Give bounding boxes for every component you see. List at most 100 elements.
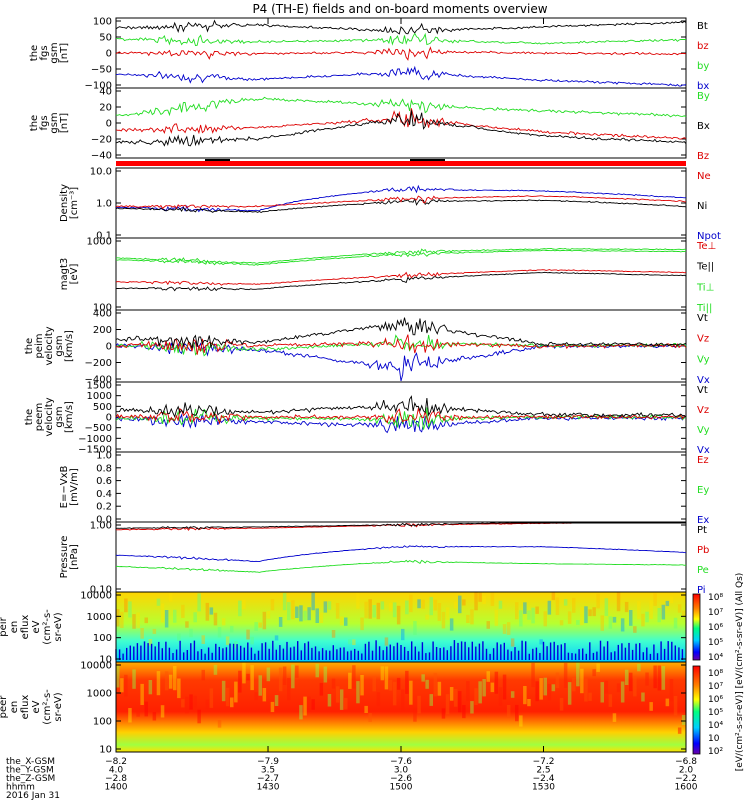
y-tick-label: 1.0 bbox=[96, 199, 112, 210]
series-bz bbox=[116, 48, 686, 60]
x-tick-label: 1600 bbox=[675, 783, 698, 793]
y-tick-label: −500 bbox=[85, 423, 112, 434]
y-tick-label: 1000 bbox=[87, 391, 112, 402]
series-vz bbox=[116, 335, 686, 355]
y-tick-label: 0.8 bbox=[96, 463, 112, 474]
panel-frame bbox=[116, 88, 686, 158]
y-tick-label: −20 bbox=[91, 135, 112, 146]
x-tick-label: 1500 bbox=[390, 783, 413, 793]
y-tick-label: 0 bbox=[106, 119, 112, 130]
series-pb bbox=[116, 523, 686, 530]
colorbar-tick: 10⁸ bbox=[708, 593, 723, 603]
y-axis-label-temperature: magt3[eV] bbox=[59, 258, 80, 291]
panel-peim-velocity: 400 200 0 −200 −400 thepeimvelocitygsm[km/s] V… bbox=[24, 309, 710, 387]
y-axis-label-peer-spec: thepeerenefluxeV(cm²-s-sr-eV) bbox=[0, 689, 64, 725]
y-tick-label: 0 bbox=[106, 49, 112, 60]
y-tick-label: −1000 bbox=[78, 434, 112, 445]
series-te bbox=[116, 272, 686, 290]
colorbar-tick: 10⁶ bbox=[708, 695, 723, 705]
legend-vt: Vt bbox=[697, 313, 708, 324]
x-tick-label: 1530 bbox=[532, 783, 555, 793]
panel-efield: 1.00.8 0.6 0.4 0.2 0.0 E=−VxB[mV/m] Ez Ey Ex bbox=[59, 451, 709, 527]
y-tick-label: 1000 bbox=[87, 237, 112, 248]
y-tick-label: 500 bbox=[93, 402, 112, 413]
y-tick-label: 20 bbox=[99, 103, 112, 114]
panel-peer-spec: 10000 1000 100 10 thepeerenefluxeV(cm²-s-sr-… bbox=[0, 661, 686, 756]
y-tick-label: −40 bbox=[91, 151, 112, 162]
legend-ti: Ti⊥ bbox=[696, 282, 714, 293]
y-axis-label-fgs-gsm: thefgsgsm[nT] bbox=[29, 42, 70, 63]
y-tick-label: 50 bbox=[99, 33, 112, 44]
y-tick-label: 100 bbox=[93, 17, 112, 28]
y-tick-label: 0 bbox=[106, 413, 112, 424]
colorbar-tick: 10⁸ bbox=[708, 669, 723, 679]
y-tick-label: 10000 bbox=[80, 661, 112, 672]
colorbar-peir bbox=[693, 594, 700, 660]
y-tick-label: 100 bbox=[93, 633, 112, 644]
legend-vy: Vy bbox=[697, 354, 710, 365]
legend-vy: Vy bbox=[697, 425, 710, 436]
panel-peem-velocity: 150010005000−500−1000−1500thepeemvelocit… bbox=[24, 381, 710, 457]
y-tick-label: −50 bbox=[91, 65, 112, 76]
y-tick-label: 1000 bbox=[87, 689, 112, 700]
y-tick-label: 0.6 bbox=[96, 476, 112, 487]
legend-pe: Pe bbox=[697, 565, 709, 576]
y-axis-label-peim-velocity: thepeimvelocitygsm[km/s] bbox=[24, 326, 75, 365]
y-tick-label: 10000 bbox=[80, 591, 112, 602]
legend-ey: Ey bbox=[697, 485, 709, 496]
panel-pressure: 1.000.10Pressure[nPa]PtPbPePi bbox=[59, 521, 709, 597]
y-tick-label: 0 bbox=[106, 342, 112, 353]
series-npot bbox=[116, 186, 686, 211]
y-tick-label: 10 bbox=[99, 745, 112, 756]
panels: 100500−50−100thefgsgsm[nT]Btbzbybx40200−… bbox=[0, 17, 721, 756]
colorbar-label: [eV/(cm²-s-sr-eV)] [eV/(cm²-s-sr-eV)] (A… bbox=[735, 573, 745, 772]
y-axis-label-peem-velocity: thepeemvelocitygsm[km/s] bbox=[24, 397, 75, 436]
colorbar-tick: 10⁶ bbox=[708, 623, 723, 633]
legend-bx: Bx bbox=[697, 121, 710, 132]
panel-density: 10.0 1.0 0.1 Density[cm⁻³] Ne Ni Npot bbox=[59, 167, 721, 243]
legend-ez: Ez bbox=[697, 455, 709, 466]
legend-bt: Bt bbox=[697, 21, 708, 32]
mode-bar bbox=[116, 159, 686, 166]
series-bz bbox=[116, 108, 686, 139]
y-tick-label: −200 bbox=[85, 358, 112, 369]
series-pi bbox=[116, 546, 686, 562]
legend-vt: Vt bbox=[697, 385, 708, 396]
series-bx bbox=[116, 67, 686, 86]
y-tick-label: 0.2 bbox=[96, 502, 112, 513]
y-tick-label: 400 bbox=[93, 309, 112, 320]
y-tick-label: 1.00 bbox=[90, 521, 112, 532]
colorbar-tick: 10⁵ bbox=[708, 708, 723, 718]
legend-by: By bbox=[697, 91, 710, 102]
panel-frame bbox=[116, 522, 686, 592]
colorbar-tick: 10⁳ bbox=[708, 734, 720, 744]
legend-ne: Ne bbox=[697, 171, 711, 182]
colorbar-tick: 10⁴ bbox=[708, 721, 723, 731]
y-axis-label-density: Density[cm⁻³] bbox=[59, 184, 80, 222]
legend-bz: Bz bbox=[697, 151, 709, 162]
panel-fgs-gsm: 100 50 0 −50 −100 thefgsgsm[nT] Bt bz by bx bbox=[29, 17, 709, 93]
colorbar-tick: 10² bbox=[708, 747, 723, 757]
series-pe bbox=[116, 560, 686, 572]
y-axis-label-fgs-gsm-zoom: thefgsgsm[nT] bbox=[29, 112, 70, 133]
panel-peir-spec: 10000 1000 100 10 thepeirenefluxeV(cm²-s-sr-… bbox=[0, 591, 686, 666]
y-axis-label-efield: E=−VxB[mV/m] bbox=[59, 466, 80, 509]
legend-vz: Vz bbox=[697, 405, 709, 416]
legend-bz: bz bbox=[697, 41, 709, 52]
series-ne bbox=[116, 196, 686, 209]
y-tick-label: 100 bbox=[93, 717, 112, 728]
y-tick-label: 1500 bbox=[87, 381, 112, 392]
legend-pt: Pt bbox=[697, 525, 707, 536]
y-axis-label-pressure: Pressure[nPa] bbox=[59, 536, 80, 579]
y-tick-label: 200 bbox=[93, 325, 112, 336]
y-tick-label: 10.0 bbox=[90, 167, 112, 178]
y-tick-label: 40 bbox=[99, 87, 112, 98]
series-ti bbox=[116, 250, 686, 265]
legend-by: by bbox=[697, 61, 709, 72]
series-by bbox=[116, 33, 686, 45]
colorbar-tick: 10⁴ bbox=[708, 653, 723, 663]
x-tick-label: 1400 bbox=[105, 783, 128, 793]
series-vt bbox=[116, 396, 686, 417]
y-tick-label: 0.4 bbox=[96, 489, 112, 500]
